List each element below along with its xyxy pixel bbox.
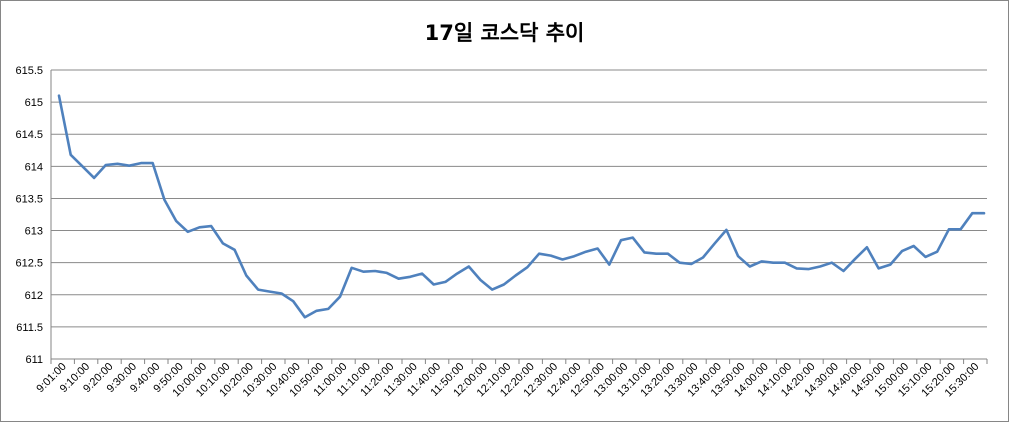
y-axis-tick-labels: 611 611.5 612 612.5 613 613.5 614 614.5 615 615.5 xyxy=(15,65,43,366)
y-tick-label: 615.5 xyxy=(15,65,43,77)
y-tick-label: 613 xyxy=(25,226,43,238)
y-tick-label: 615 xyxy=(25,97,43,109)
y-tick-label: 614 xyxy=(25,161,43,173)
series-line xyxy=(57,94,986,319)
chart-title: 17일 코스닥 추이 xyxy=(424,21,585,45)
y-tick-label: 611 xyxy=(25,354,43,366)
axes xyxy=(50,70,988,364)
x-axis-tick-labels: 9:01:009:10:009:20:009:30:009:40:009:50:… xyxy=(34,361,981,400)
y-tick-label: 613.5 xyxy=(15,193,43,205)
y-tick-label: 611.5 xyxy=(16,322,43,334)
y-tick-label: 614.5 xyxy=(15,129,43,141)
y-tick-label: 612 xyxy=(25,290,43,302)
series-group xyxy=(57,94,986,319)
gridlines xyxy=(51,69,987,328)
y-tick-label: 612.5 xyxy=(15,258,43,270)
